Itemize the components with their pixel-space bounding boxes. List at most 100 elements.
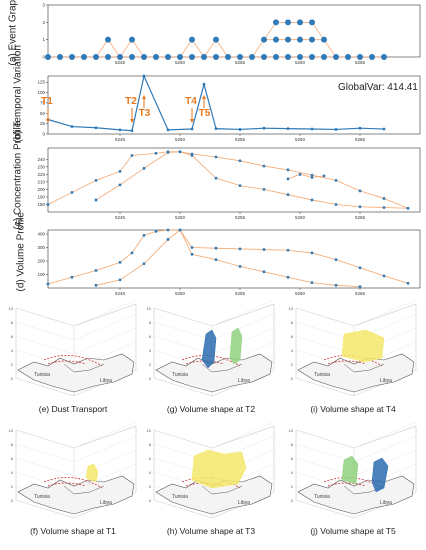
conc-series1-point: [166, 151, 170, 154]
event-node: [213, 54, 219, 60]
grid-line: [73, 421, 137, 449]
grid-line: [15, 499, 75, 519]
place-label: Libya: [100, 378, 112, 384]
marker-arrowhead: [130, 119, 134, 123]
temporal-point: [70, 125, 74, 128]
conc-xtick-label: 5245: [115, 215, 126, 220]
marker-T3: T3: [139, 108, 151, 119]
vol-series1-point: [358, 285, 362, 289]
place-label: Libya: [100, 500, 112, 506]
event-node: [105, 36, 111, 43]
event-node: [369, 54, 375, 60]
vol-series1-point: [166, 238, 170, 241]
event-ytick-label: 0: [42, 55, 45, 60]
temporal-point: [166, 128, 170, 132]
dust-track: [47, 360, 87, 365]
dust-track: [327, 360, 367, 365]
vol-xtick-label: 5245: [115, 291, 126, 296]
vol-series0-point: [166, 228, 170, 232]
temporal-point: [238, 128, 242, 131]
z-tick-label: 8: [291, 442, 294, 447]
marker-T5: T5: [199, 108, 211, 119]
thumbnail-caption: (e) Dust Transport: [38, 404, 108, 414]
conc-series0-point: [262, 164, 266, 168]
conc-series1-line: [95, 151, 409, 209]
conc-series0-point: [46, 203, 50, 206]
z-tick-label: 4: [11, 470, 14, 475]
temporal-xtick-label: 5260: [295, 137, 306, 142]
thumbnail-caption: (h) Volume shape at T3: [166, 526, 256, 536]
volume-shape-thumbnail: 0 2 4 6 8 10 Tunisia Libya (e) Dust Transport: [4, 299, 142, 420]
event-xtick-label: 5260: [295, 60, 306, 65]
dust-track: [43, 477, 103, 489]
z-tick-label: 6: [11, 334, 14, 339]
vol-series0-point: [190, 246, 194, 249]
event-node: [381, 54, 387, 60]
grid-line: [153, 429, 213, 449]
event-ytick-label: 1: [42, 37, 45, 42]
grid-line: [153, 321, 213, 341]
temporal-line: [47, 74, 385, 132]
conc-series1-point: [142, 166, 146, 170]
grid-line: [211, 327, 275, 355]
event-frame: [47, 4, 421, 58]
marker-arrowhead: [202, 95, 206, 99]
conc-series1-point: [382, 206, 386, 209]
z-tick-label: 4: [149, 470, 152, 475]
event-graph-panel: (a) Event Graph 5245 5250 5255 5260 5265 0 1 2 3: [0, 0, 426, 70]
grid-line: [295, 499, 355, 519]
3d-map-plot: 0 2 4 6 8 10 Tunisia Libya: [147, 421, 275, 519]
temporal-ytick-label: 125: [37, 80, 45, 85]
vol-series1-point: [262, 270, 266, 274]
event-edge: [323, 39, 337, 58]
vol-series1-line: [95, 229, 361, 288]
grid-line: [153, 377, 213, 397]
vol-series1-point: [286, 275, 290, 279]
event-edge: [131, 39, 145, 58]
z-tick-label: 4: [149, 348, 152, 353]
conc-ytick-label: 220: [37, 172, 45, 177]
z-tick-label: 0: [291, 498, 294, 503]
temporal-variation-panel: (b) Temporal Variation 5245 5250 5255 5260 5…: [0, 45, 426, 143]
event-node: [249, 54, 255, 60]
map-outline: [17, 353, 135, 393]
conc-series1-point: [94, 198, 98, 202]
conc-ytick-label: 180: [37, 202, 45, 207]
z-tick-label: 10: [289, 428, 294, 433]
marker-arrowhead: [46, 119, 50, 123]
z-tick-label: 10: [147, 306, 152, 311]
3d-map-plot: 0 2 4 6 8 10 Tunisia Libya: [147, 299, 275, 397]
dust-track: [323, 477, 383, 489]
temporal-point: [142, 74, 146, 78]
place-label: Tunisia: [34, 494, 50, 500]
vol-series0-point: [382, 274, 386, 278]
event-node: [273, 19, 279, 26]
conc-series0-point: [214, 155, 218, 159]
temporal-xtick-label: 5255: [235, 137, 246, 142]
grid-line: [73, 449, 137, 477]
place-label: Libya: [380, 500, 392, 506]
grid-line: [73, 299, 137, 327]
event-edge: [215, 39, 229, 58]
vol-series1-point: [94, 283, 98, 287]
event-node: [189, 54, 195, 60]
event-node: [129, 54, 135, 60]
conc-series1-point: [334, 203, 338, 206]
volume-profile-panel: (d) Volume Profile 5245 5250 5255 5260 5265 1…: [0, 212, 426, 296]
z-tick-label: 8: [11, 320, 14, 325]
place-label: Libya: [380, 378, 392, 384]
event-xtick-label: 5265: [355, 60, 366, 65]
grid-line: [15, 443, 75, 463]
place-label: Tunisia: [172, 494, 188, 500]
conc-series1-point: [214, 176, 218, 180]
temporal-xtick-label: 5245: [115, 137, 126, 142]
vol-xtick-label: 5250: [175, 291, 186, 296]
marker-T4: T4: [185, 96, 197, 107]
z-tick-label: 0: [291, 376, 294, 381]
vol-series1-point: [178, 228, 182, 232]
conc-series0-point: [382, 197, 386, 200]
vol-xtick-label: 5260: [295, 291, 306, 296]
event-edge: [191, 39, 205, 58]
grid-line: [15, 377, 75, 397]
